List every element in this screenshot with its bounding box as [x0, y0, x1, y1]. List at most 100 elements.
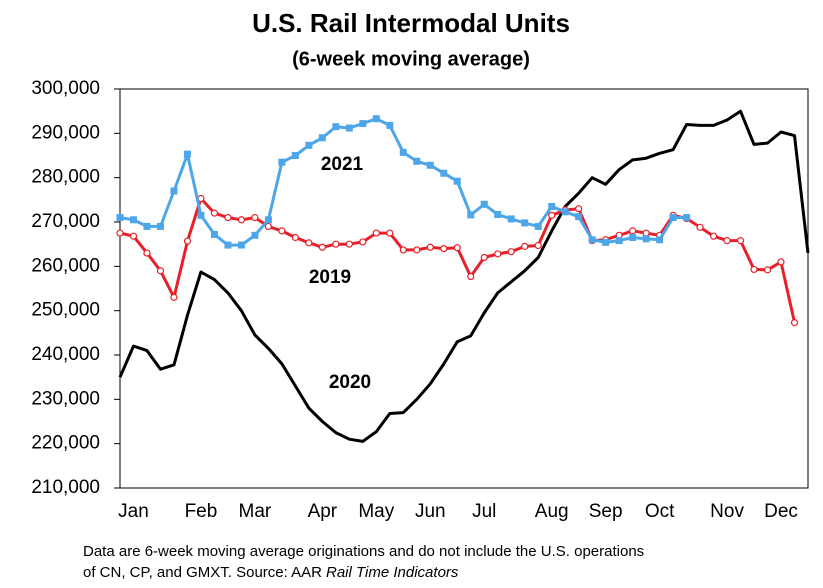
data-point — [426, 161, 434, 169]
series-label: 2021 — [321, 154, 364, 175]
data-point — [156, 222, 164, 230]
data-point — [170, 293, 178, 301]
data-point — [642, 229, 650, 237]
data-point — [143, 222, 151, 230]
x-tick-label: Apr — [308, 501, 338, 522]
data-point — [736, 237, 745, 245]
series-line — [118, 109, 810, 443]
data-point — [494, 210, 502, 218]
data-point — [345, 240, 353, 248]
y-tick-label: 210,000 — [31, 477, 100, 498]
y-tick-label: 260,000 — [31, 255, 100, 276]
data-point — [588, 236, 596, 244]
data-point — [615, 237, 623, 245]
y-tick-label: 240,000 — [31, 344, 100, 365]
data-point — [116, 229, 124, 237]
data-point — [413, 246, 421, 254]
data-point — [723, 237, 731, 245]
series-label-bg — [302, 266, 358, 290]
data-point — [305, 239, 313, 247]
data-point — [534, 222, 542, 230]
data-point — [440, 245, 448, 253]
y-tick-label: 250,000 — [31, 300, 100, 321]
y-tick-label: 290,000 — [31, 122, 100, 143]
data-point — [210, 230, 218, 238]
data-point — [372, 115, 380, 123]
y-tick-label: 280,000 — [31, 167, 100, 188]
data-point — [656, 236, 664, 244]
y-tick-label: 230,000 — [31, 388, 100, 409]
x-tick-label: Dec — [764, 501, 798, 522]
series-label-bg — [322, 371, 378, 395]
data-point — [278, 227, 286, 235]
series-label: 2020 — [329, 372, 371, 393]
data-point — [129, 216, 137, 224]
data-point — [251, 231, 259, 239]
data-point — [386, 229, 394, 237]
data-point — [129, 232, 138, 240]
data-point — [683, 214, 691, 222]
data-point — [224, 241, 232, 249]
data-point — [359, 238, 367, 246]
x-tick-label: Oct — [645, 501, 675, 522]
data-point — [251, 213, 259, 222]
x-tick-label: Feb — [185, 501, 218, 522]
x-tick-label: Aug — [535, 501, 569, 522]
data-point — [763, 266, 772, 274]
data-point — [696, 223, 704, 231]
data-point — [548, 211, 556, 219]
data-point — [291, 233, 299, 242]
footnote-text: of CN, CP, and GMXT. Source: AAR — [83, 564, 322, 581]
data-point — [224, 213, 232, 222]
data-point — [548, 202, 556, 210]
series-label: 2019 — [309, 267, 351, 288]
footnote: of CN, CP, and GMXT. Source: AAR Rail Tim… — [83, 564, 459, 581]
data-point — [494, 250, 502, 258]
x-tick-label: Sep — [589, 501, 623, 522]
data-point — [237, 216, 246, 224]
data-point — [386, 121, 394, 129]
data-point — [507, 248, 515, 256]
data-point — [440, 169, 448, 177]
data-point — [372, 229, 380, 237]
chart-subtitle: (6-week moving average) — [292, 48, 530, 70]
x-tick-label: Jun — [415, 501, 446, 522]
data-point — [345, 124, 353, 132]
data-point — [318, 134, 326, 142]
data-point — [602, 238, 610, 246]
data-point — [521, 219, 529, 227]
x-tick-label: Mar — [239, 501, 272, 522]
data-point — [143, 249, 151, 257]
footnote-source: Rail Time Indicators — [326, 564, 459, 581]
data-point — [777, 258, 785, 266]
data-point — [305, 141, 313, 149]
data-point — [183, 150, 191, 158]
data-point — [359, 120, 367, 128]
data-point — [264, 216, 272, 224]
data-point — [467, 211, 475, 219]
data-point — [629, 234, 637, 242]
data-point — [332, 123, 340, 131]
data-point — [750, 265, 758, 274]
data-point — [561, 208, 569, 216]
data-point — [237, 241, 245, 249]
chart-title: U.S. Rail Intermodal Units — [252, 8, 570, 38]
data-point — [413, 157, 421, 165]
data-point — [318, 243, 326, 251]
data-point — [197, 211, 205, 219]
footnote: Data are 6-week moving average originati… — [83, 543, 644, 560]
data-point — [156, 267, 165, 275]
data-point — [453, 244, 461, 252]
data-point — [183, 237, 192, 245]
series-line — [119, 197, 796, 323]
data-point — [790, 319, 799, 327]
x-tick-label: May — [358, 501, 394, 522]
x-tick-label: Nov — [710, 501, 744, 522]
data-point — [480, 253, 488, 262]
data-point — [278, 158, 286, 166]
data-point — [709, 232, 718, 240]
data-point — [480, 200, 488, 208]
data-point — [210, 209, 219, 217]
